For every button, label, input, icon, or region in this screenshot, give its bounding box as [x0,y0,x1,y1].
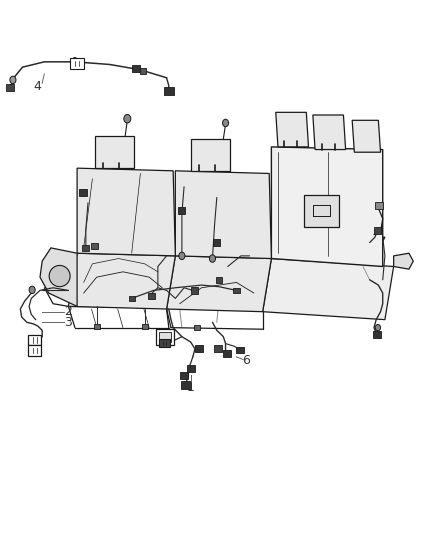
Bar [195,345,203,352]
Bar [178,207,185,214]
Circle shape [29,286,35,294]
Bar [94,324,100,329]
Circle shape [72,58,78,64]
Bar [233,288,240,293]
Polygon shape [313,115,346,150]
Bar [373,331,381,338]
Polygon shape [304,195,339,227]
Bar [223,350,231,357]
Bar [129,296,135,301]
Bar [142,324,148,329]
Bar [213,239,220,246]
Bar [181,381,191,389]
Circle shape [124,115,131,123]
Bar [155,329,174,345]
Polygon shape [40,248,77,306]
Polygon shape [95,136,134,168]
Ellipse shape [49,265,70,287]
Circle shape [223,119,229,127]
Bar [70,58,84,69]
Bar [187,365,194,372]
Bar [7,84,14,91]
Bar [191,287,198,294]
Bar [214,345,222,352]
Polygon shape [191,139,230,171]
Bar [159,339,170,348]
Bar [180,372,188,379]
Bar [374,227,381,233]
Polygon shape [175,171,272,259]
Bar [194,325,200,330]
Bar [148,293,155,299]
Circle shape [179,252,185,260]
Polygon shape [276,112,308,147]
Bar [82,245,89,251]
Circle shape [375,325,381,331]
Polygon shape [263,259,394,320]
Polygon shape [394,253,413,269]
Bar [28,335,41,345]
Bar [91,243,98,249]
Bar [159,333,171,342]
Text: 3: 3 [64,316,72,329]
Circle shape [10,76,16,84]
Polygon shape [68,253,175,309]
Bar [140,68,146,74]
Bar [28,345,41,356]
Polygon shape [68,235,385,309]
Bar [236,346,244,353]
Polygon shape [272,147,383,266]
Text: 2: 2 [64,305,72,318]
Text: 4: 4 [34,80,42,93]
Polygon shape [77,168,175,256]
Bar [164,87,173,95]
Bar [375,201,383,209]
Circle shape [209,255,215,262]
Text: 1: 1 [187,381,194,394]
Bar [79,189,87,196]
Text: 6: 6 [243,354,251,367]
Polygon shape [166,256,272,312]
Bar [215,277,223,283]
Bar [132,65,140,72]
Polygon shape [352,120,381,152]
